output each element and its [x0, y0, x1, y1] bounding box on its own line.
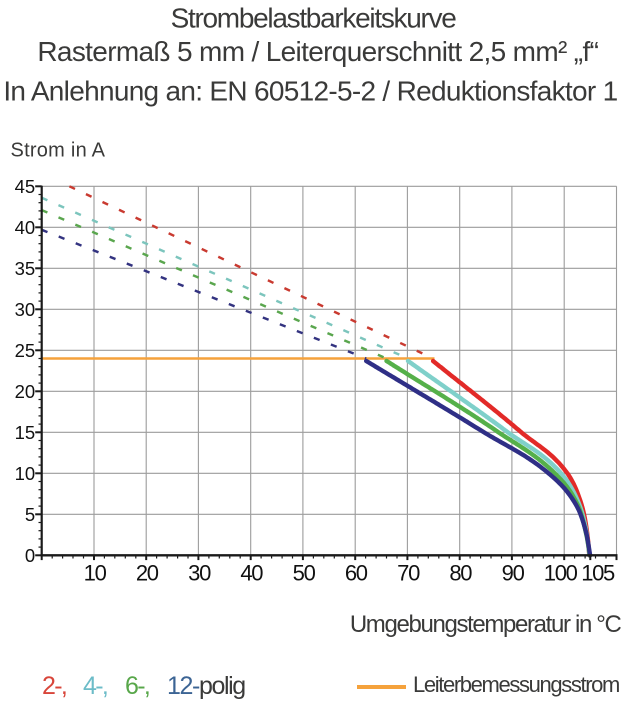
svg-text:10: 10: [15, 463, 36, 484]
svg-text:25: 25: [15, 340, 36, 361]
svg-text:Umgebungstemperatur in °C: Umgebungstemperatur in °C: [350, 611, 622, 638]
svg-text:50: 50: [293, 560, 316, 585]
svg-text:6-,: 6-,: [125, 672, 149, 700]
svg-text:20: 20: [15, 381, 36, 402]
svg-text:90: 90: [502, 560, 525, 585]
svg-text:60: 60: [345, 560, 368, 585]
svg-text:30: 30: [188, 560, 211, 585]
svg-text:4-,: 4-,: [83, 672, 107, 700]
svg-text:15: 15: [15, 422, 36, 443]
svg-text:80: 80: [449, 560, 472, 585]
svg-text:40: 40: [240, 560, 263, 585]
svg-text:5: 5: [25, 504, 35, 525]
svg-text:Strombelastbarkeitskurve: Strombelastbarkeitskurve: [171, 3, 457, 34]
svg-text:12-polig: 12-polig: [167, 672, 245, 700]
svg-text:Rastermaß 5 mm / Leiterquersch: Rastermaß 5 mm / Leiterquerschnitt 2,5 m…: [37, 36, 598, 67]
svg-text:70: 70: [397, 560, 420, 585]
svg-text:35: 35: [15, 258, 36, 279]
svg-text:In Anlehnung an: EN 60512-5-2: In Anlehnung an: EN 60512-5-2 / Reduktio…: [3, 76, 617, 107]
svg-text:105: 105: [581, 560, 615, 585]
svg-text:0: 0: [25, 545, 35, 566]
svg-text:20: 20: [136, 560, 159, 585]
svg-text:40: 40: [15, 217, 36, 238]
svg-text:2-,: 2-,: [42, 672, 66, 700]
svg-text:Leiterbemessungsstrom: Leiterbemessungsstrom: [413, 672, 619, 697]
svg-text:100: 100: [544, 560, 578, 585]
svg-text:Strom in A: Strom in A: [11, 140, 106, 162]
svg-text:45: 45: [15, 176, 36, 197]
svg-text:10: 10: [84, 560, 107, 585]
svg-text:30: 30: [15, 299, 36, 320]
